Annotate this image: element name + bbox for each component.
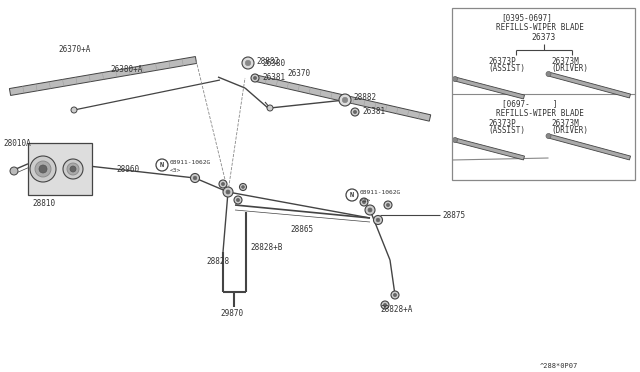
Text: 08911-1062G: 08911-1062G <box>360 190 401 196</box>
Text: <3>: <3> <box>360 198 371 202</box>
Text: 26381: 26381 <box>362 106 385 115</box>
Text: 08911-1062G: 08911-1062G <box>170 160 211 166</box>
Text: 28960: 28960 <box>116 166 139 174</box>
Text: N: N <box>350 192 354 198</box>
Circle shape <box>242 186 244 188</box>
Circle shape <box>245 60 251 66</box>
Text: 28875: 28875 <box>442 211 465 219</box>
Circle shape <box>353 110 356 113</box>
Text: 28828: 28828 <box>206 257 229 266</box>
Circle shape <box>376 218 380 222</box>
Circle shape <box>63 159 83 179</box>
Circle shape <box>242 57 254 69</box>
Text: [0395-0697]: [0395-0697] <box>502 13 552 22</box>
Circle shape <box>383 304 387 307</box>
Circle shape <box>452 138 458 142</box>
Text: 26380+A: 26380+A <box>110 65 142 74</box>
Text: (DRIVER): (DRIVER) <box>552 126 589 135</box>
Circle shape <box>374 215 383 224</box>
Text: 28828+B: 28828+B <box>250 243 282 251</box>
Polygon shape <box>548 134 630 160</box>
Text: (ASSIST): (ASSIST) <box>488 126 525 135</box>
Circle shape <box>362 201 365 203</box>
Text: 26373P: 26373P <box>488 119 516 128</box>
Circle shape <box>391 291 399 299</box>
Circle shape <box>351 108 359 116</box>
Circle shape <box>253 76 257 80</box>
Text: 29870: 29870 <box>220 310 243 318</box>
Text: <3>: <3> <box>170 167 181 173</box>
Circle shape <box>71 107 77 113</box>
Text: 28010A: 28010A <box>3 138 31 148</box>
Circle shape <box>239 183 246 190</box>
Circle shape <box>39 165 47 173</box>
Polygon shape <box>454 138 525 160</box>
Text: 26380: 26380 <box>262 58 285 67</box>
Circle shape <box>10 167 18 175</box>
Circle shape <box>35 161 51 177</box>
Text: 26373M: 26373M <box>552 57 579 65</box>
Text: 28810: 28810 <box>32 199 55 208</box>
Text: 26381: 26381 <box>262 73 285 81</box>
Bar <box>28 143 92 195</box>
Text: 28882: 28882 <box>353 93 376 102</box>
Circle shape <box>156 159 168 171</box>
Circle shape <box>30 156 56 182</box>
Circle shape <box>267 105 273 111</box>
Polygon shape <box>10 57 196 96</box>
Polygon shape <box>548 72 630 98</box>
Text: REFILLS-WIPER BLADE: REFILLS-WIPER BLADE <box>497 22 584 32</box>
Circle shape <box>223 187 233 197</box>
Text: 28828+A: 28828+A <box>380 305 412 314</box>
Circle shape <box>234 196 242 204</box>
Text: 26373P: 26373P <box>488 57 516 65</box>
Text: 26370: 26370 <box>287 68 310 77</box>
Circle shape <box>387 203 390 206</box>
Circle shape <box>365 205 375 215</box>
Text: (DRIVER): (DRIVER) <box>552 64 589 74</box>
Text: REFILLS-WIPER BLADE: REFILLS-WIPER BLADE <box>497 109 584 118</box>
Text: 26373M: 26373M <box>552 119 579 128</box>
Circle shape <box>236 198 239 202</box>
Text: 26370+A: 26370+A <box>58 45 90 55</box>
Text: 26373: 26373 <box>531 32 556 42</box>
Text: (ASSIST): (ASSIST) <box>488 64 525 74</box>
Circle shape <box>251 74 259 82</box>
Circle shape <box>221 182 225 186</box>
Polygon shape <box>254 75 431 121</box>
Circle shape <box>346 189 358 201</box>
Text: N: N <box>160 162 164 168</box>
Circle shape <box>219 180 227 188</box>
Circle shape <box>381 301 389 309</box>
Circle shape <box>226 190 230 194</box>
Circle shape <box>67 163 79 175</box>
Text: 28865: 28865 <box>290 225 313 234</box>
Circle shape <box>342 97 348 103</box>
Circle shape <box>70 166 76 172</box>
Circle shape <box>360 198 368 206</box>
Text: 28882: 28882 <box>256 57 279 65</box>
Circle shape <box>384 201 392 209</box>
Circle shape <box>452 77 458 81</box>
Text: [0697-     ]: [0697- ] <box>502 99 557 109</box>
Circle shape <box>368 208 372 212</box>
Bar <box>452 8 635 180</box>
Text: ^288*0P07: ^288*0P07 <box>540 363 579 369</box>
Polygon shape <box>454 77 525 99</box>
Circle shape <box>546 134 551 138</box>
Circle shape <box>546 71 551 77</box>
Circle shape <box>394 294 397 296</box>
Circle shape <box>339 94 351 106</box>
Circle shape <box>193 176 197 180</box>
Circle shape <box>191 173 200 183</box>
